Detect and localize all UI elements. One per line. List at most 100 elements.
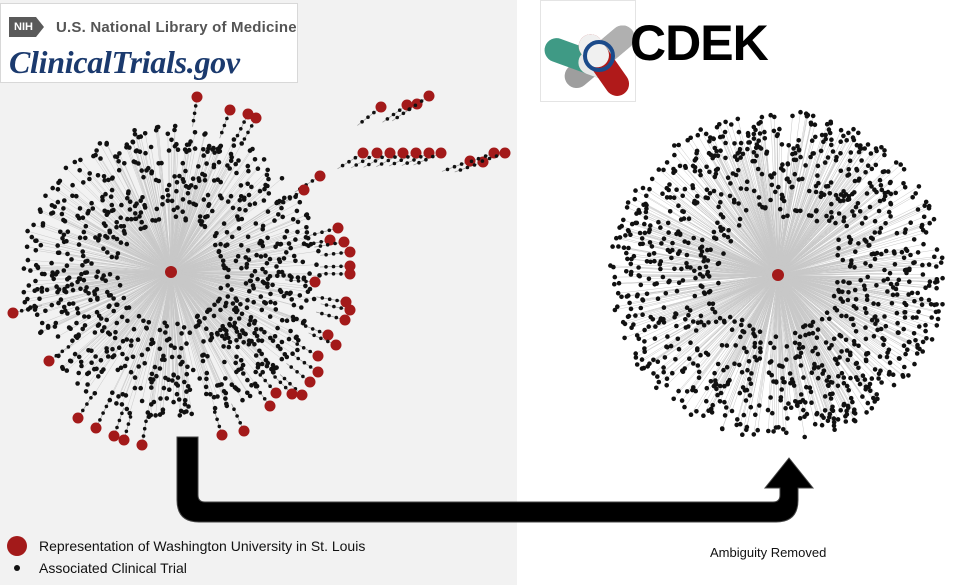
right-trial-node [881,342,886,348]
left-satellite-trial-node [417,160,421,165]
right-trial-node [778,363,784,369]
left-trial-node [205,354,210,359]
right-trial-node [686,312,691,318]
right-trial-node [822,408,828,413]
left-trial-node [248,315,254,320]
left-satellite-trial-node [303,324,308,328]
left-trial-node [223,390,229,396]
right-trial-node [656,379,662,385]
right-trial-node [770,410,775,416]
right-trial-node [832,427,837,433]
left-satellite-trial-node [289,278,293,283]
left-trial-node [216,249,222,255]
right-trial-node [835,383,841,389]
right-trial-node [766,428,771,434]
right-trial-node [708,247,713,252]
right-trial-node [868,263,873,269]
left-trial-node [243,208,248,213]
right-trial-node [672,168,678,174]
right-trial-node [810,319,816,325]
left-trial-node [110,346,115,352]
right-trial-node [788,380,793,386]
right-trial-node [926,206,932,211]
right-trial-node [610,244,615,249]
right-trial-node [663,291,669,296]
right-trial-node [871,301,876,306]
right-trial-node [823,184,829,189]
left-trial-node [75,279,80,285]
left-trial-node [172,174,177,179]
left-trial-node [89,200,94,206]
right-trial-node [741,412,747,418]
left-trial-node [101,246,106,251]
left-trial-node [196,164,201,169]
right-trial-node [638,305,644,311]
left-trial-node [223,376,228,381]
right-trial-node [898,162,903,167]
left-trial-node [62,198,67,203]
right-trial-node [812,122,818,127]
left-trial-node [201,153,206,158]
left-satellite-trial-node [308,349,313,354]
right-trial-node [919,302,925,308]
right-trial-node [836,374,841,379]
left-trial-node [109,254,115,260]
left-trial-node [138,198,143,203]
left-trial-node [229,234,235,240]
right-trial-node [751,188,757,194]
right-trial-node [810,151,815,156]
right-trial-node [682,239,687,244]
left-trial-node [92,330,98,335]
right-trial-node [869,317,875,323]
left-trial-node [132,385,138,391]
right-trial-node [733,343,738,348]
right-trial-node [751,124,757,130]
left-trial-node [55,269,60,275]
right-trial-node [684,389,690,394]
left-trial-node [239,311,245,317]
right-trial-node [887,360,893,366]
right-trial-node [796,346,802,351]
right-trial-node [790,113,795,119]
left-trial-node [38,242,44,248]
left-satellite-trial-node [360,159,365,164]
left-institution-node [312,366,324,378]
right-trial-node [768,395,773,400]
right-trial-node [771,429,776,434]
left-trial-node [182,379,187,385]
right-trial-node [829,343,834,348]
right-trial-node [855,201,861,206]
left-trial-node [86,314,91,320]
left-trial-node [233,161,238,167]
left-satellite-trial-node [85,402,89,406]
left-institution-node [344,304,356,316]
left-trial-node [159,357,165,362]
right-trial-node [649,176,655,182]
left-satellite-trial-node [235,414,239,418]
left-satellite-trial-node [302,360,307,365]
right-trial-node [690,163,696,169]
right-trial-node [809,138,815,143]
right-trial-node [920,339,926,345]
right-trial-node [732,361,737,367]
right-trial-node [710,301,716,307]
left-trial-node [142,361,147,366]
right-trial-node [713,380,718,386]
left-satellite-trial-node [239,127,243,131]
right-trial-node [671,195,677,200]
left-trial-node [85,258,90,264]
left-trial-node [94,366,99,372]
left-trial-node [102,178,107,183]
left-trial-node [274,264,279,269]
right-trial-node [791,383,797,388]
left-trial-node [303,235,309,240]
left-trial-node [237,198,243,203]
left-trial-node [104,140,109,146]
right-trial-node [792,171,798,177]
right-trial-node [866,243,871,248]
right-trial-node [746,133,751,138]
left-trial-node [241,371,246,376]
right-trial-node [651,251,657,256]
left-trial-node [218,143,224,149]
left-trial-node [94,148,99,153]
